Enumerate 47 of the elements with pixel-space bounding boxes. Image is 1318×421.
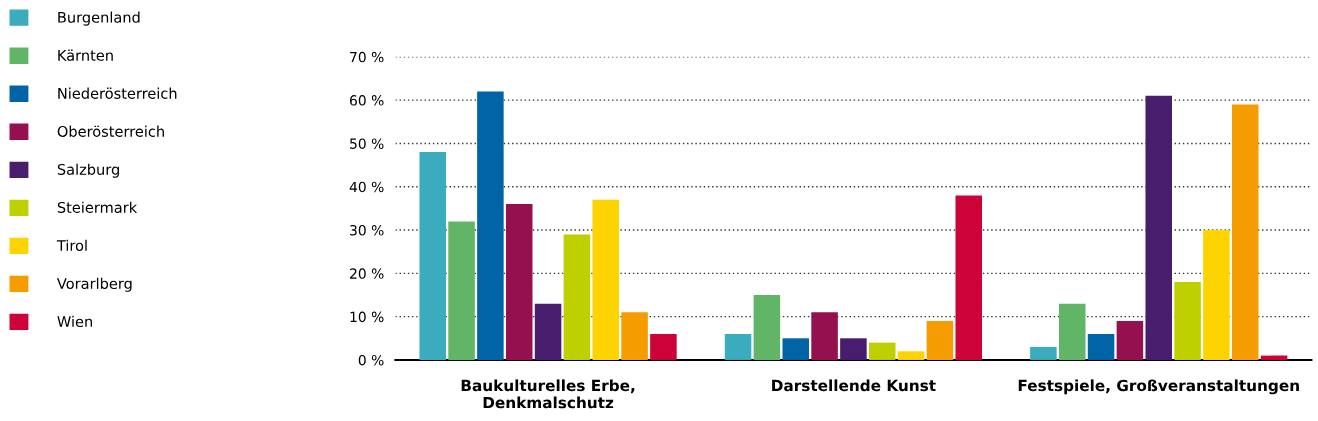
bar [1030, 346, 1057, 360]
legend-label: Niederösterreich [58, 87, 177, 99]
bar [534, 303, 562, 360]
legend-label: Burgenland [58, 11, 140, 26]
bar [1260, 355, 1288, 360]
legend-label: Steiermark [57, 201, 138, 213]
bar [1174, 282, 1201, 360]
bar [1231, 104, 1259, 360]
bar [1145, 95, 1173, 360]
y-tick-label: 10 % [350, 311, 384, 323]
legend-label: Tirol [56, 239, 87, 252]
bar [650, 333, 677, 360]
x-tick-label: Baukulturelles Erbe, Denkmalschutz [461, 379, 635, 409]
legend-label: Salzburg [57, 163, 119, 178]
bar [724, 333, 752, 360]
legend-label: Kärnten [58, 49, 113, 61]
y-tick-label: 20 % [350, 268, 384, 279]
bar [811, 312, 838, 360]
x-tick-label: Festspiele, Großveranstaltungen [1018, 379, 1299, 395]
x-tick-label: Darstellende Kunst [772, 379, 936, 392]
bar [419, 152, 446, 360]
y-tick-label: 30 % [350, 225, 384, 236]
bar [1058, 303, 1086, 360]
y-tick-label: 70 % [350, 51, 384, 63]
bar [1087, 333, 1115, 360]
bar [753, 295, 781, 360]
bar [840, 338, 867, 360]
y-tick-label: 0 % [358, 354, 384, 366]
bar [563, 234, 591, 360]
legend-label: Oberösterreich [57, 125, 164, 137]
bar [477, 91, 504, 360]
bar [868, 342, 896, 360]
bar [1116, 320, 1144, 360]
bar [621, 312, 648, 360]
y-tick-label: 40 % [349, 181, 384, 193]
bar [897, 351, 925, 360]
bar [1203, 230, 1230, 360]
bar [782, 338, 809, 360]
bar [592, 199, 620, 360]
bar [955, 195, 983, 360]
bar [505, 204, 533, 360]
legend-label: Wien [57, 315, 92, 328]
y-tick-label: 60 % [349, 95, 384, 106]
bar [926, 320, 954, 360]
y-tick-label: 50 % [350, 138, 384, 149]
legend-label: Vorarlberg [56, 277, 132, 292]
bar [448, 221, 475, 360]
